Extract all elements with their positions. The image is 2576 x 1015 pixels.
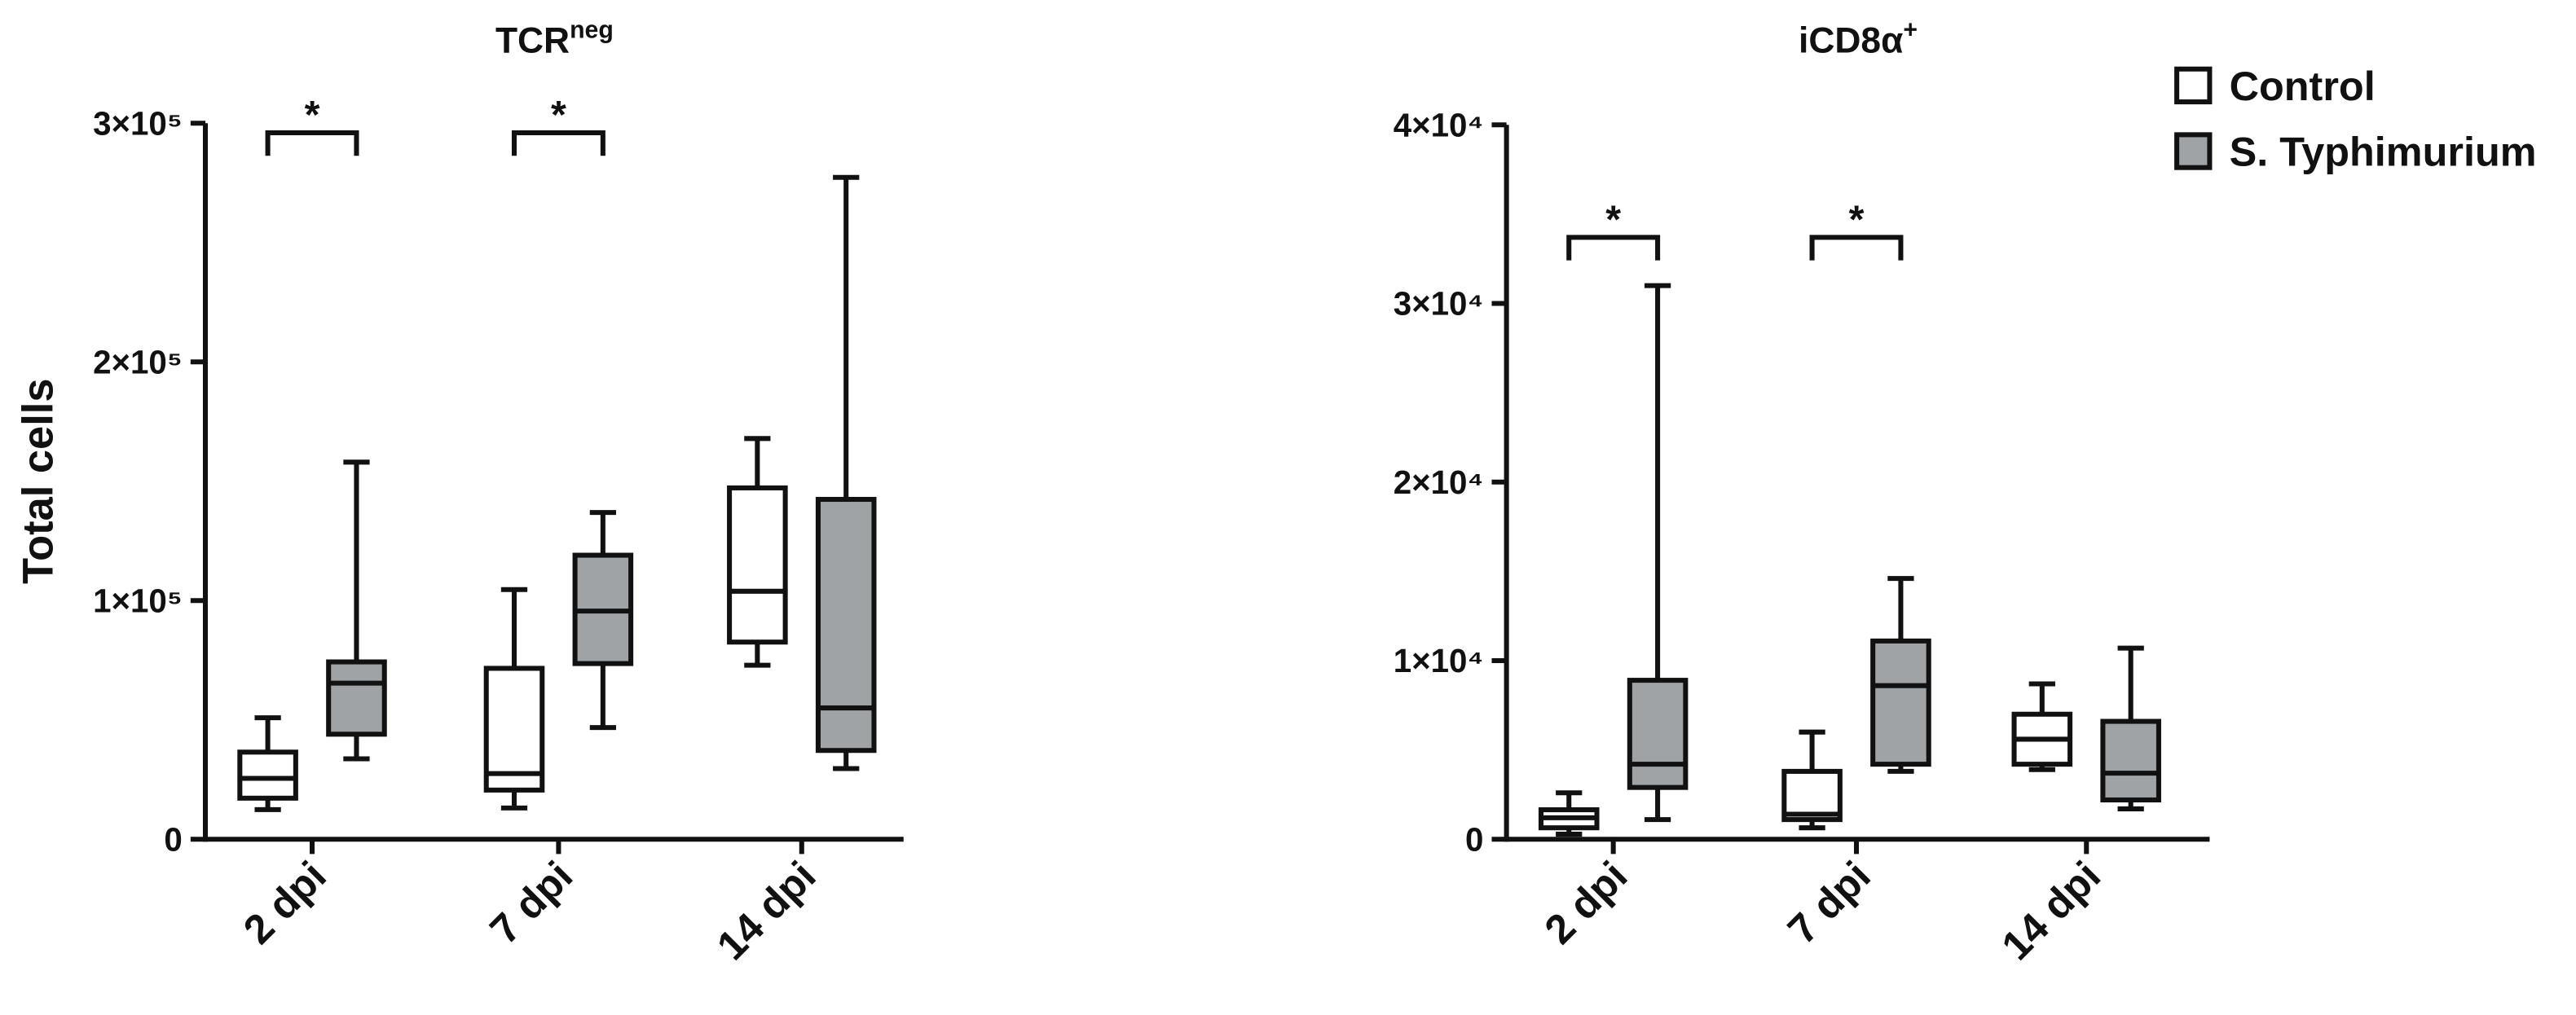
y-axis-label: Total cells xyxy=(15,379,63,584)
title-main: iCD8α xyxy=(1799,21,1903,61)
y-tick-label: 1×10⁵ xyxy=(93,582,183,619)
title-main: TCR xyxy=(495,21,570,61)
box xyxy=(1870,638,1931,767)
y-tick-label: 2×10⁵ xyxy=(93,344,183,380)
significance-label: * xyxy=(305,93,320,137)
significance-label: * xyxy=(551,93,566,137)
x-tick-label: 2 dpi xyxy=(1535,852,1636,952)
y-tick-label: 0 xyxy=(164,821,182,858)
significance-bracket xyxy=(265,130,359,156)
y-tick-label: 0 xyxy=(1465,821,1483,858)
significance-bracket xyxy=(1809,235,1904,261)
legend-label: S. Typhimurium xyxy=(2230,129,2537,175)
title-superscript: + xyxy=(1903,16,1918,43)
chart-title: iCD8α+ xyxy=(1799,16,1918,60)
significance-bracket xyxy=(1566,235,1661,261)
box xyxy=(483,666,545,793)
y-tick-label: 4×10⁴ xyxy=(1394,107,1484,143)
box xyxy=(1781,768,1843,823)
y-tick-label: 2×10⁴ xyxy=(1394,464,1484,501)
box xyxy=(727,485,788,645)
x-tick-label: 2 dpi xyxy=(235,852,335,952)
legend-label: Control xyxy=(2230,63,2376,109)
significance-bracket xyxy=(511,130,605,156)
box xyxy=(2100,718,2161,803)
box xyxy=(1627,678,1689,790)
y-tick-label: 1×10⁴ xyxy=(1394,643,1484,679)
x-tick-label: 7 dpi xyxy=(481,852,581,952)
x-tick-label: 14 dpi xyxy=(1993,852,2109,969)
box xyxy=(237,749,298,801)
box xyxy=(815,496,877,754)
significance-label: * xyxy=(1605,197,1621,241)
box xyxy=(326,659,387,737)
y-tick-label: 3×10⁴ xyxy=(1394,286,1484,323)
title-superscript: neg xyxy=(570,16,614,43)
significance-label: * xyxy=(1849,197,1865,241)
x-tick-label: 14 dpi xyxy=(707,852,824,969)
x-tick-label: 7 dpi xyxy=(1779,852,1879,952)
chart-title: TCRneg xyxy=(495,16,614,60)
legend-swatch xyxy=(2174,66,2213,105)
legend-swatch xyxy=(2174,132,2213,170)
y-tick-label: 3×10⁵ xyxy=(93,105,183,142)
